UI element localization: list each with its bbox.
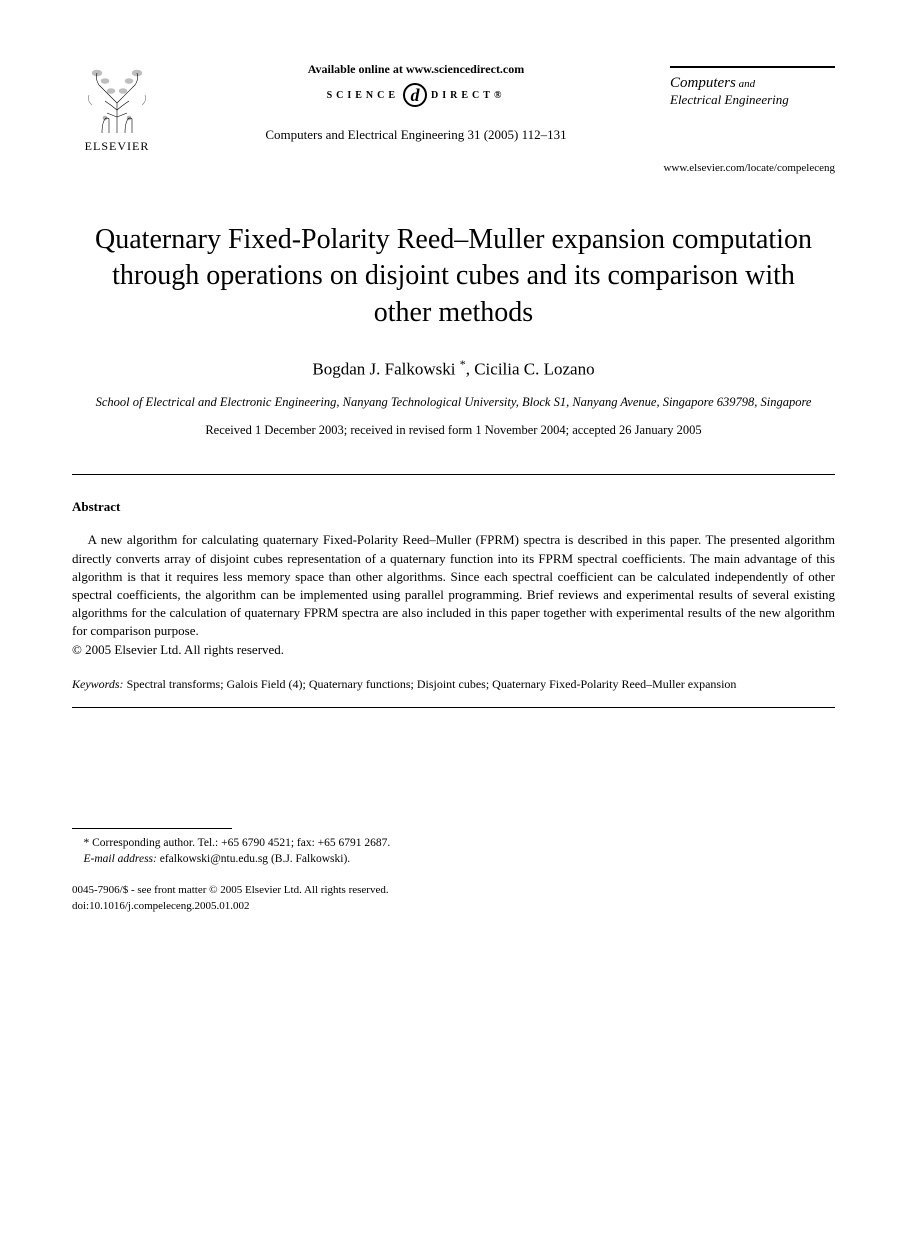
elsevier-logo: ELSEVIER	[72, 54, 162, 154]
keywords-label: Keywords:	[72, 677, 124, 691]
header-row: ELSEVIER Available online at www.science…	[72, 54, 835, 154]
email-tail: (B.J. Falkowski).	[268, 853, 350, 865]
authors: Bogdan J. Falkowski *, Cicilia C. Lozano	[72, 357, 835, 380]
email-address: efalkowski@ntu.edu.sg	[157, 853, 268, 865]
article-dates: Received 1 December 2003; received in re…	[72, 423, 835, 438]
abstract-copyright: © 2005 Elsevier Ltd. All rights reserved…	[72, 642, 835, 658]
keywords: Keywords: Spectral transforms; Galois Fi…	[72, 676, 835, 693]
locate-url: www.elsevier.com/locate/compeleceng	[72, 162, 835, 174]
footnote-corr-text: Corresponding author. Tel.: +65 6790 452…	[89, 837, 390, 849]
science-direct-left: SCIENCE	[327, 90, 399, 101]
science-direct-right: DIRECT®	[431, 90, 505, 101]
paper-title: Quaternary Fixed-Polarity Reed–Muller ex…	[72, 222, 835, 331]
affiliation: School of Electrical and Electronic Engi…	[72, 394, 835, 412]
abstract-heading: Abstract	[72, 499, 835, 515]
journal-brand-computers: Computers	[670, 75, 736, 91]
journal-brand-and: and	[736, 78, 755, 90]
science-direct-d-icon: d	[403, 83, 427, 107]
journal-brand-line2: Electrical Engineering	[670, 92, 835, 108]
elsevier-label: ELSEVIER	[85, 139, 150, 154]
elsevier-tree-icon	[77, 65, 157, 135]
front-matter-doi: doi:10.1016/j.compeleceng.2005.01.002	[72, 899, 835, 914]
keywords-text: Spectral transforms; Galois Field (4); Q…	[124, 677, 737, 691]
journal-title-rule	[670, 66, 835, 68]
journal-reference: Computers and Electrical Engineering 31 …	[162, 127, 670, 143]
front-matter-line1: 0045-7906/$ - see front matter © 2005 El…	[72, 883, 835, 898]
footnote-corresponding: * Corresponding author. Tel.: +65 6790 4…	[72, 835, 835, 851]
journal-brand-line1: Computers and	[670, 74, 835, 92]
journal-title-box: Computers and Electrical Engineering	[670, 54, 835, 108]
email-label: E-mail address:	[84, 853, 157, 865]
front-matter: 0045-7906/$ - see front matter © 2005 El…	[72, 883, 835, 914]
abstract-body: A new algorithm for calculating quaterna…	[72, 531, 835, 640]
science-direct-logo: SCIENCE d DIRECT®	[327, 83, 506, 107]
footnote-email: E-mail address: efalkowski@ntu.edu.sg (B…	[72, 851, 835, 867]
author-2: , Cicilia C. Lozano	[466, 360, 595, 379]
abstract-bottom-rule	[72, 707, 835, 708]
abstract-top-rule	[72, 474, 835, 475]
center-header: Available online at www.sciencedirect.co…	[162, 54, 670, 143]
available-online-text: Available online at www.sciencedirect.co…	[162, 62, 670, 77]
footnote-separator	[72, 828, 232, 829]
author-1: Bogdan J. Falkowski	[312, 360, 459, 379]
